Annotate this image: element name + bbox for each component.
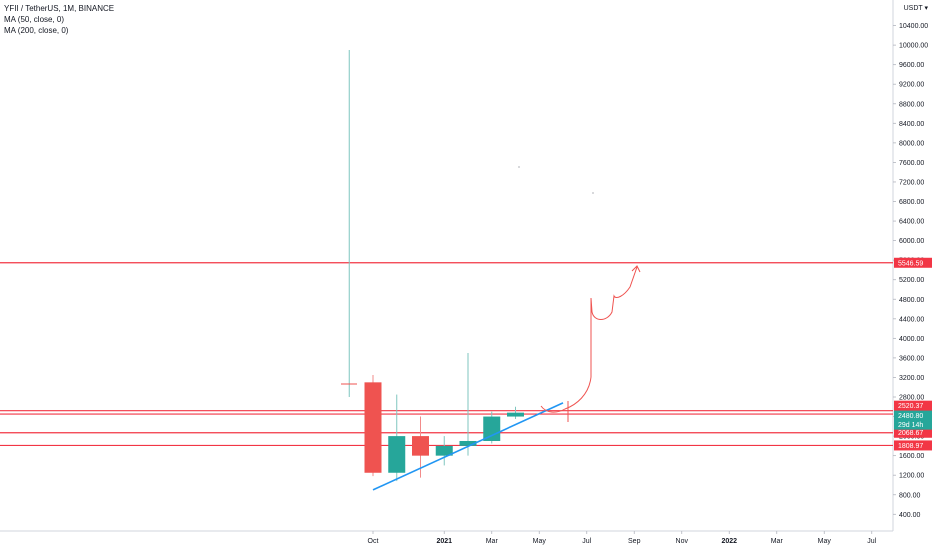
- level-price-tag-bg: [894, 427, 932, 438]
- price-tick-label: 9600.00: [899, 62, 924, 69]
- chart-legend: YFII / TetherUS, 1M, BINANCE MA (50, clo…: [4, 3, 114, 36]
- time-tick-label: Nov: [676, 538, 689, 545]
- dropdown-chevron-icon: ▾: [924, 5, 928, 12]
- price-tick-label: 1600.00: [899, 453, 924, 460]
- projection-drawing[interactable]: [540, 265, 641, 413]
- current-price-bg: [894, 410, 932, 430]
- current-price-tag: 2480.80: [898, 413, 923, 420]
- legend-ma200[interactable]: MA (200, close, 0): [4, 26, 69, 35]
- time-tick-label: Oct: [368, 538, 379, 545]
- candle-body[interactable]: [507, 412, 524, 417]
- price-tags: 5546.592520.372450.612068.671808.972480.…: [894, 257, 932, 451]
- price-tick-label: 4000.00: [899, 336, 924, 343]
- time-tick-label: 2021: [436, 538, 452, 545]
- price-tick-label: 6800.00: [899, 199, 924, 206]
- time-tick-label: Jul: [582, 538, 591, 545]
- price-tick-label: 8400.00: [899, 121, 924, 128]
- candle-body[interactable]: [459, 440, 477, 446]
- price-tick-label: 8800.00: [899, 101, 924, 108]
- level-price-tag-bg: [894, 257, 932, 268]
- stray-dot: [592, 192, 594, 194]
- price-tick-label: 400.00: [899, 512, 921, 519]
- time-tick-label: Sep: [628, 538, 641, 545]
- candle-body[interactable]: [435, 445, 453, 456]
- price-tick-label: 7200.00: [899, 179, 924, 186]
- price-tick-label: 5200.00: [899, 277, 924, 284]
- price-tick-label: 9200.00: [899, 82, 924, 89]
- time-axis: Oct 2021 Mar May Jul Sep Nov 2022 Mar May Jul: [368, 531, 877, 545]
- price-tick-label: 8000.00: [899, 140, 924, 147]
- currency-label[interactable]: USDT ▾: [903, 5, 928, 12]
- time-tick-label: Jul: [867, 538, 876, 545]
- time-tick-label: May: [818, 538, 832, 545]
- legend-ma50[interactable]: MA (50, close, 0): [4, 15, 65, 24]
- price-tick-label: 800.00: [899, 492, 921, 499]
- price-tick-label: 3200.00: [899, 375, 924, 382]
- time-tick-label: 2022: [721, 538, 737, 545]
- price-tick-label: 10400.00: [899, 23, 928, 30]
- price-tick-label: 7600.00: [899, 160, 924, 167]
- legend-symbol[interactable]: YFII / TetherUS, 1M, BINANCE: [4, 4, 115, 13]
- price-tick-label: 6400.00: [899, 219, 924, 226]
- price-tick-label: 6000.00: [899, 238, 924, 245]
- price-tick-label: 4800.00: [899, 297, 924, 304]
- price-tick-label: 10000.00: [899, 43, 928, 50]
- candle-body[interactable]: [388, 436, 406, 473]
- bar-countdown-tag: 29d 14h: [898, 422, 923, 429]
- level-price-tag-bg: [894, 440, 932, 451]
- candle-body[interactable]: [483, 416, 501, 441]
- level-price-tag: 1808.97: [898, 443, 923, 450]
- price-tick-label: 4400.00: [899, 316, 924, 323]
- time-tick-label: Mar: [486, 538, 499, 545]
- level-price-tag-bg: [894, 400, 932, 411]
- time-tick-label: May: [533, 538, 547, 545]
- price-tick-label: 3600.00: [899, 355, 924, 362]
- level-price-tag: 5546.59: [898, 260, 923, 267]
- time-tick-label: Mar: [771, 538, 784, 545]
- price-tick-label: 2800.00: [899, 395, 924, 402]
- trendline-group: [372, 402, 564, 491]
- candle-body[interactable]: [412, 436, 429, 456]
- horizontal-levels: [0, 262, 893, 447]
- level-price-tag: 2520.37: [898, 403, 923, 410]
- candle-body[interactable]: [364, 382, 382, 473]
- trendline[interactable]: [372, 402, 564, 491]
- level-price-tag: 2068.67: [898, 430, 923, 437]
- price-tick-label: 1200.00: [899, 473, 924, 480]
- stray-dot: [518, 166, 520, 168]
- candles: [348, 50, 524, 482]
